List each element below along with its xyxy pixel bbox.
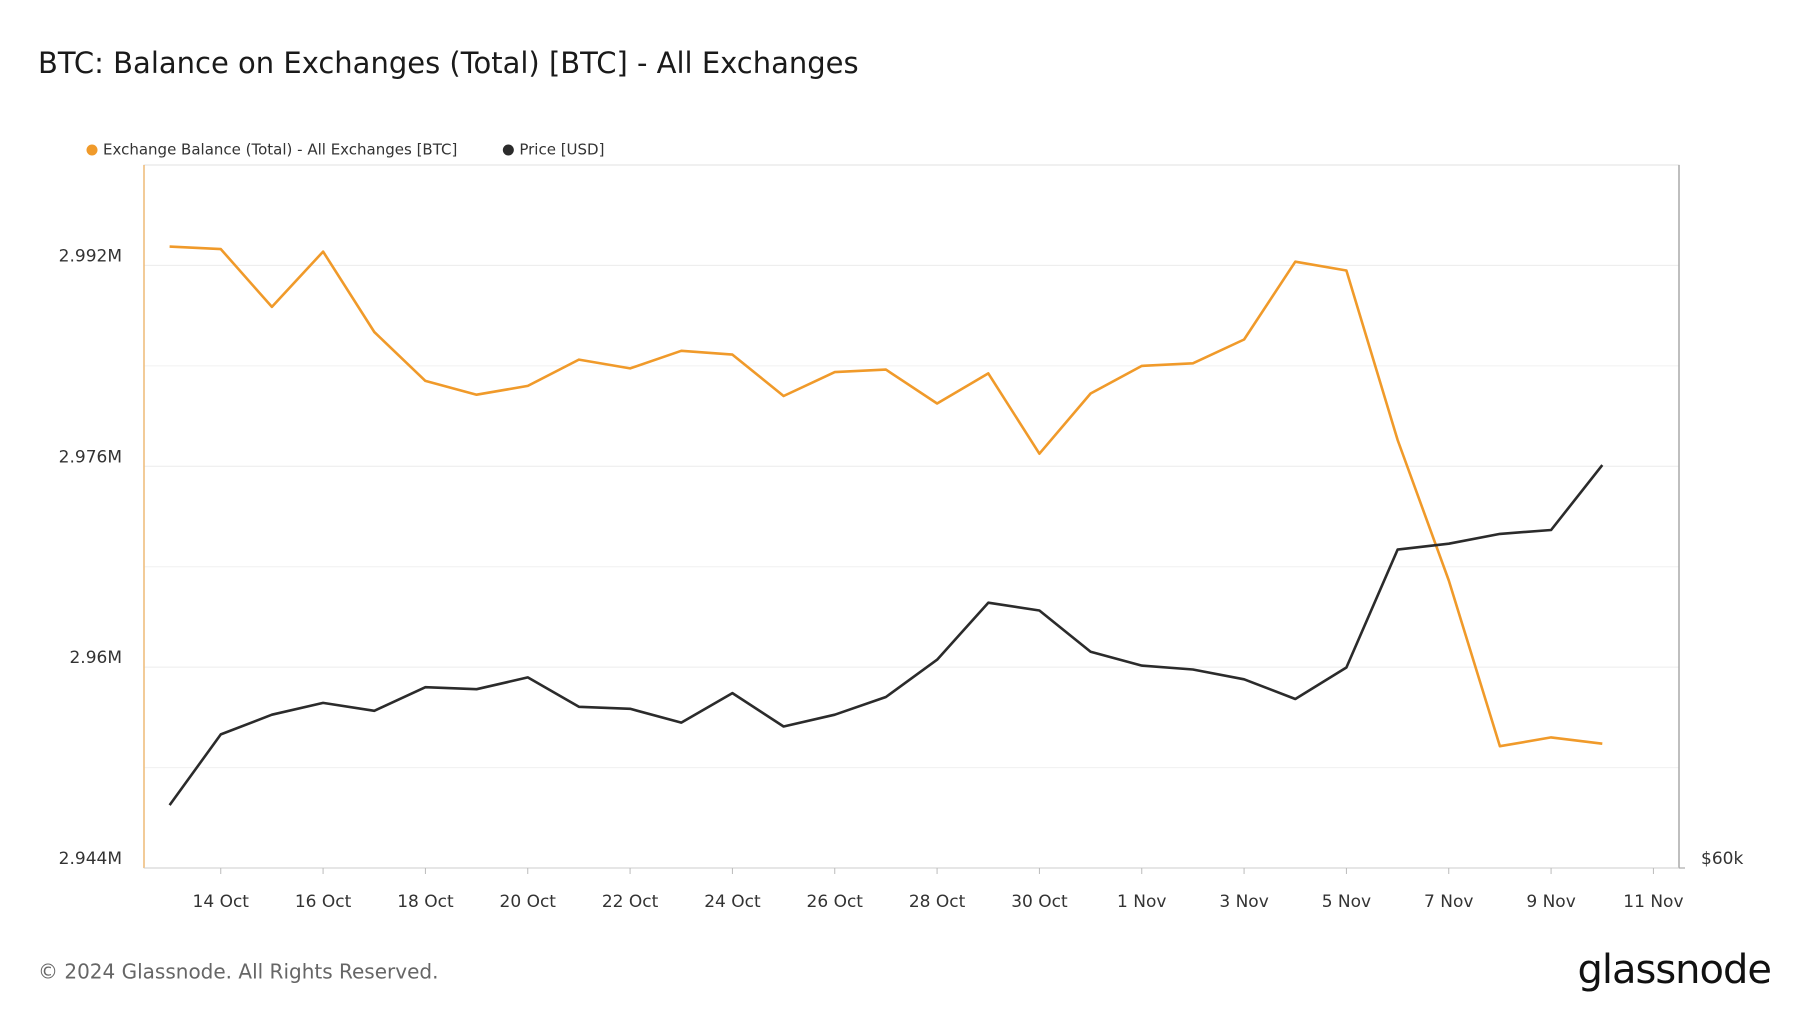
chart-title: BTC: Balance on Exchanges (Total) [BTC] … — [38, 46, 859, 80]
y-tick-label: 2.944M — [59, 849, 122, 869]
y2-tick-label: $60k — [1701, 849, 1743, 869]
logo: glassnode — [1577, 947, 1771, 993]
x-tick-label: 1 Nov — [1117, 892, 1166, 912]
legend-label: Exchange Balance (Total) - All Exchanges… — [103, 141, 457, 159]
x-tick-label: 26 Oct — [807, 892, 864, 912]
plot-frame — [143, 164, 1680, 869]
y-tick-label: 2.992M — [59, 246, 122, 266]
x-tick-label: 24 Oct — [704, 892, 761, 912]
x-tick-label: 14 Oct — [193, 892, 250, 912]
legend-marker — [86, 144, 98, 156]
x-tick-label: 16 Oct — [295, 892, 352, 912]
x-tick-label: 22 Oct — [602, 892, 659, 912]
x-tick-label: 7 Nov — [1424, 892, 1473, 912]
x-tick-label: 20 Oct — [500, 892, 557, 912]
footer: © 2024 Glassnode. All Rights Reserved. — [38, 960, 438, 984]
y-tick-label: 2.976M — [59, 447, 122, 467]
legend-marker — [502, 144, 514, 156]
x-tick-label: 30 Oct — [1011, 892, 1068, 912]
series-line — [168, 464, 1604, 806]
x-tick-label: 9 Nov — [1526, 892, 1575, 912]
x-tick-label: 18 Oct — [397, 892, 454, 912]
x-tick-label: 5 Nov — [1322, 892, 1371, 912]
x-tick-label: 3 Nov — [1219, 892, 1268, 912]
x-tick-label: 11 Nov — [1623, 892, 1683, 912]
y-tick-label: 2.96M — [69, 648, 122, 668]
series-line — [169, 245, 1603, 748]
x-tick-label: 28 Oct — [909, 892, 966, 912]
legend-label: Price [USD] — [519, 141, 604, 159]
